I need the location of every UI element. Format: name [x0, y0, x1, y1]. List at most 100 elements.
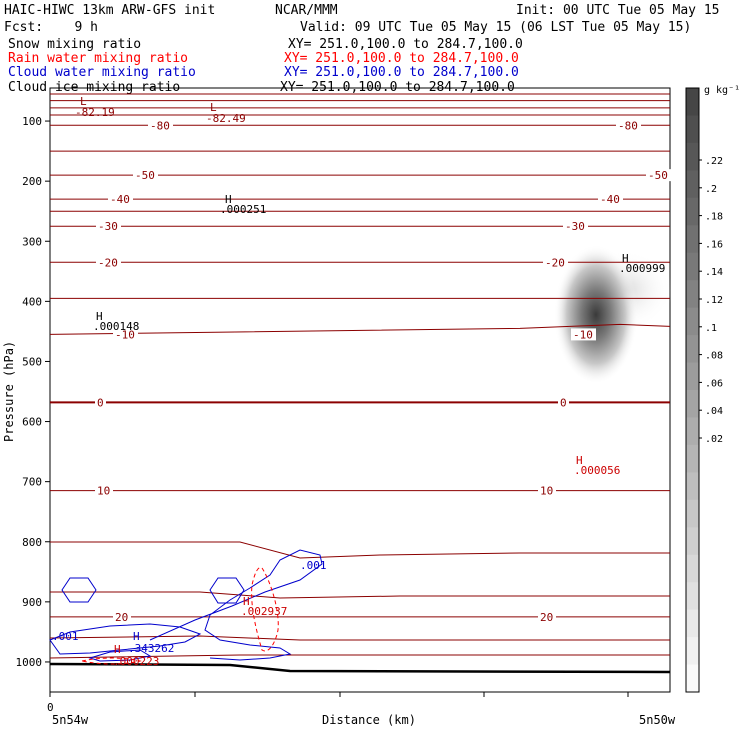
colorbar-tick-label: .12	[705, 295, 723, 306]
colorbar: g kg⁻¹ .22 .2 .18 .16 .14 .12 .1 .08 .06 .04 .02	[685, 85, 740, 693]
colorbar-segment	[686, 362, 699, 391]
extremum-letter: H	[225, 193, 232, 206]
temperature-line-low-3	[49, 635, 670, 641]
temperature-label: -80	[150, 119, 170, 132]
extremum-letter: H	[622, 252, 629, 265]
extremum-letter: H	[243, 595, 250, 608]
extremum-value: .000148	[93, 320, 139, 333]
colorbar-segment	[686, 252, 699, 281]
temperature-label: -20	[545, 256, 565, 269]
temperature-label-bg	[598, 193, 623, 206]
y-axis-label: Pressure (hPa)	[2, 341, 16, 442]
header: HAIC-HIWC 13km ARW-GFS init NCAR/MMM Ini…	[4, 3, 720, 95]
colorbar-segment	[686, 280, 699, 309]
rain-contour-main	[251, 567, 279, 652]
field-xy-rain: XY= 251.0,100.0 to 284.7,100.0	[284, 51, 519, 66]
plot-area: -80 -80 -50 -50 -40 -40 -30 -30 -20 -20 -10 -10 0 0 10…	[49, 87, 673, 693]
extremum-value: .000999	[619, 262, 665, 275]
extremum-value: .002937	[241, 605, 287, 618]
terrain-line	[49, 662, 671, 674]
temperature-label: -40	[600, 193, 620, 206]
temperature-label-bg	[96, 220, 121, 233]
cloud-water-label: .001	[300, 559, 327, 572]
field-name-rain: Rain water mixing ratio	[8, 51, 188, 66]
temperature-line-low-1	[50, 541, 670, 559]
cloud-water-contour-outer	[149, 549, 323, 661]
header-valid: Valid: 09 UTC Tue 05 May 15 (06 LST Tue …	[300, 20, 691, 35]
colorbar-segment	[686, 582, 699, 611]
extremum-letter: H	[96, 310, 103, 323]
colorbar-unit: g kg⁻¹	[704, 85, 740, 96]
temperature-label-bg	[538, 610, 556, 623]
temperature-label: 0	[97, 396, 104, 409]
x-right-label: 5n50w	[639, 713, 676, 727]
extremum-letter: H	[114, 643, 121, 656]
temperature-label-bg	[646, 169, 671, 182]
colorbar-segment	[686, 499, 699, 528]
temperature-label-bg	[538, 484, 556, 497]
colorbar-segment	[686, 390, 699, 418]
colorbar-segment	[686, 609, 699, 638]
snow-core	[554, 242, 638, 382]
cloud-water-contours	[49, 549, 323, 662]
colorbar-segment	[686, 637, 699, 666]
temperature-label: -40	[110, 193, 130, 206]
field-name-cloudwater: Cloud water mixing ratio	[8, 65, 196, 80]
extremum-value: .000223	[113, 655, 159, 668]
colorbar-frame	[685, 87, 700, 693]
temperature-label: -80	[618, 119, 638, 132]
y-axis: 100 200 300 400 500 600 700 800 900 1000	[16, 115, 50, 669]
y-tick-label: 700	[22, 476, 42, 489]
extremum-value: .000251	[220, 203, 266, 216]
temperature-label: -50	[648, 169, 668, 182]
temperature-label: 20	[115, 611, 128, 624]
y-tick-label: 800	[22, 536, 42, 549]
x-axis-label: Distance (km)	[322, 713, 416, 727]
colorbar-segment	[686, 225, 699, 254]
colorbar-segment	[686, 307, 699, 336]
temperature-label-bg	[96, 256, 121, 269]
y-tick-label: 100	[22, 115, 42, 128]
colorbar-tick-label: .02	[705, 434, 723, 445]
temperature-labels: -80 -80 -50 -50 -40 -40 -30 -30 -20 -20 -10 -10 0 0 10…	[95, 119, 671, 624]
x-axis: 0 5n54w Distance (km) 5n50w	[47, 692, 676, 727]
extremum-value: -82.19	[75, 106, 115, 119]
colorbar-segment	[686, 170, 699, 199]
colorbar-segment	[686, 115, 699, 144]
colorbar-tick-label: .18	[705, 212, 723, 223]
y-tick-label: 1000	[16, 656, 43, 669]
header-fcst: Fcst: 9 h	[4, 20, 98, 35]
colorbar-tick-label: .1	[705, 323, 717, 334]
colorbar-tick-label: .22	[705, 156, 723, 167]
colorbar-tick-label: .06	[705, 378, 723, 389]
y-tick-label: 200	[22, 175, 42, 188]
temperature-label-bg	[133, 169, 158, 182]
colorbar-segment	[686, 142, 699, 171]
temperature-label: 20	[540, 611, 553, 624]
temperature-label-bg	[95, 396, 106, 409]
extremum-value: .000056	[574, 464, 620, 477]
colorbar-tick-label: .08	[705, 351, 723, 362]
temperature-label: 0	[560, 396, 567, 409]
field-name-snow: Snow mixing ratio	[8, 37, 141, 52]
cloud-water-inner	[88, 649, 152, 662]
colorbar-segment	[686, 472, 699, 501]
extremum-value: .343262	[128, 642, 174, 655]
temperature-line	[49, 323, 671, 335]
extremum-letter: H	[133, 630, 140, 643]
temperature-label: 10	[97, 485, 110, 498]
cloud-water-hex-2	[209, 577, 245, 604]
rain-contours	[81, 567, 279, 665]
y-tick-label: 300	[22, 235, 42, 248]
colorbar-segment	[686, 444, 699, 473]
temperature-label-bg	[563, 220, 588, 233]
colorbar-tick-label: .04	[705, 406, 723, 417]
colorbar-segment	[686, 527, 699, 556]
temperature-label-bg	[148, 119, 173, 132]
cloud-water-contour-main	[49, 623, 202, 655]
temperature-label: -10	[573, 328, 593, 341]
temperature-line-low-2	[50, 591, 670, 599]
temperature-label-bg	[571, 328, 596, 341]
header-title: HAIC-HIWC 13km ARW-GFS init	[4, 3, 215, 18]
